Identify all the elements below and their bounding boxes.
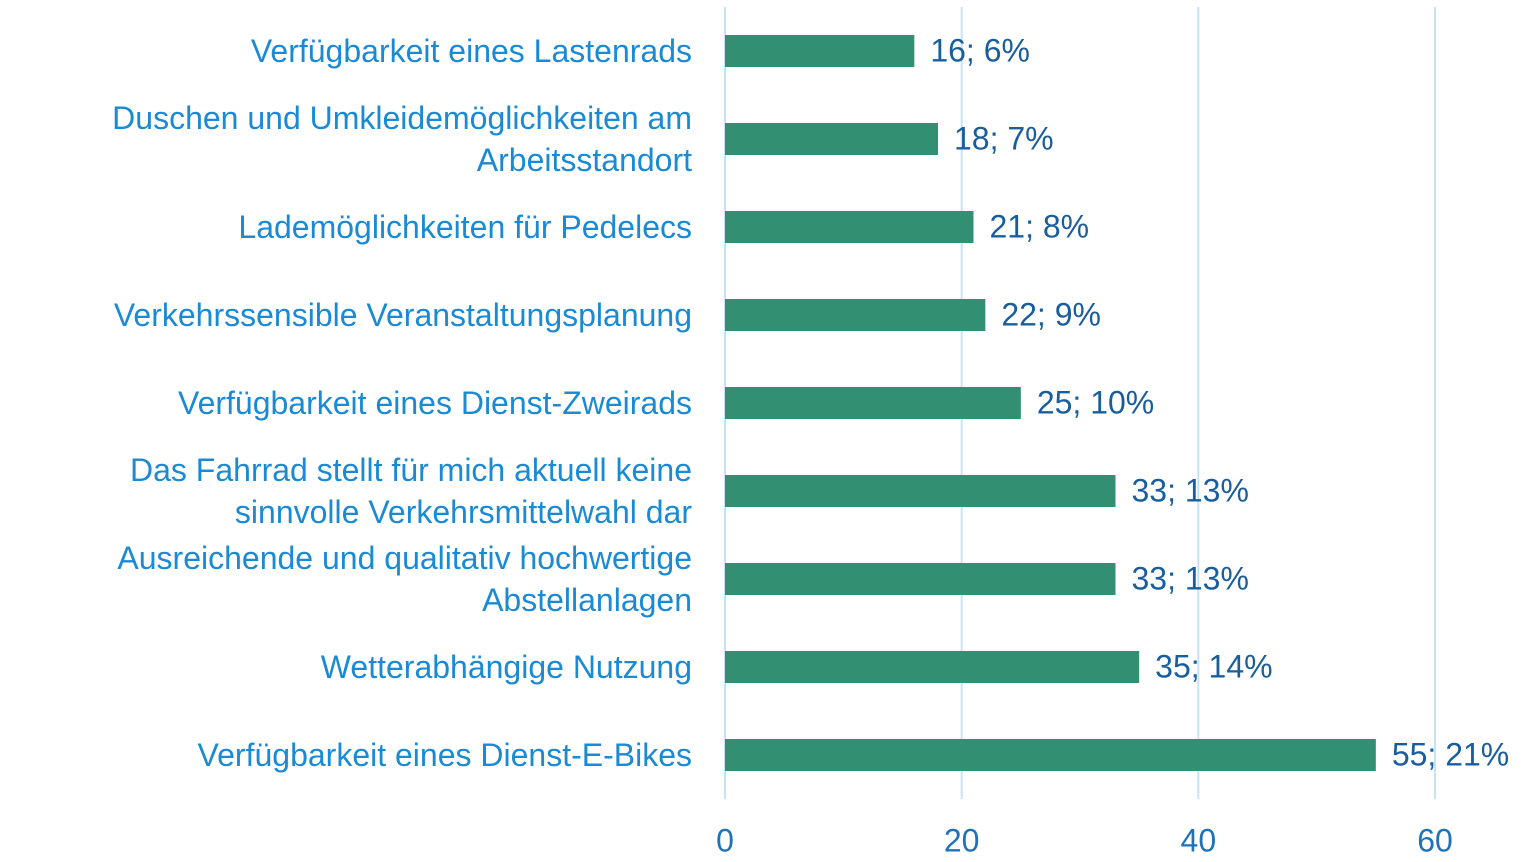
y-tick-label: Verkehrssensible Veranstaltungsplanung [113,297,692,333]
bar [725,299,986,331]
y-tick-label: Verfügbarkeit eines Dienst-Zweirads [177,385,692,421]
value-label: 33; 13% [1132,472,1249,508]
bar [725,651,1140,683]
y-tick-label: Wetterabhängige Nutzung [320,649,692,685]
value-label: 55; 21% [1392,736,1509,772]
y-tick-label: Verfügbarkeit eines Dienst-E-Bikes [197,737,692,773]
value-label: 25; 10% [1037,384,1154,420]
x-tick-label: 40 [1181,822,1217,858]
x-tick-label: 60 [1417,822,1453,858]
bar [725,739,1376,771]
value-label: 16; 6% [930,32,1030,68]
value-label: 35; 14% [1155,648,1272,684]
x-tick-label: 0 [716,822,734,858]
bar [725,211,974,243]
y-tick-label: Verfügbarkeit eines Lastenrads [250,33,692,69]
value-label: 21; 8% [990,208,1090,244]
y-tick-label: Ausreichende und qualitativ hochwertige … [117,540,692,618]
bar [725,35,915,67]
y-tick-label: Das Fahrrad stellt für mich aktuell kein… [130,452,692,530]
y-tick-label: Duschen und Umkleidemöglichkeiten am Arb… [112,100,692,178]
x-tick-label: 20 [944,822,980,858]
bar [725,387,1021,419]
value-label: 22; 9% [1001,296,1101,332]
bar [725,563,1116,595]
y-tick-label: Lademöglichkeiten für Pedelecs [238,209,692,245]
value-label: 33; 13% [1132,560,1249,596]
bar [725,123,938,155]
value-label: 18; 7% [954,120,1054,156]
bar [725,475,1116,507]
